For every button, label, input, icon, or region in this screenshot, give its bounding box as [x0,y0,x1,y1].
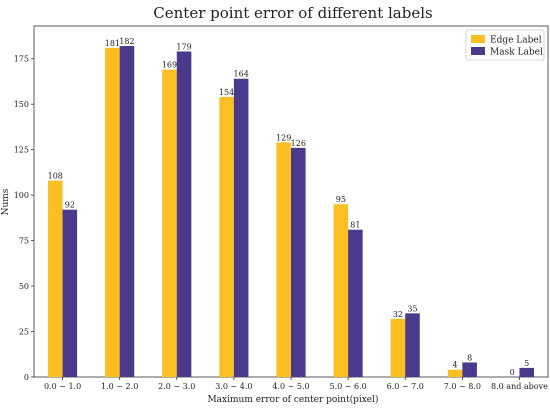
bar-edge [276,142,291,377]
bar-mask [348,229,363,377]
data-label: 154 [219,88,234,97]
data-label: 81 [350,221,360,230]
bar-edge [47,180,63,377]
data-label: 129 [276,133,291,142]
bar-mask [519,367,535,377]
data-label: 126 [291,139,306,148]
x-tick-label: 3.0 ~ 4.0 [215,382,252,391]
x-tick-label: 8.0 and above [491,382,548,391]
bar-edge [219,96,234,377]
legend: Edge Label Mask Label [465,29,545,61]
x-tick-label: 0.0 ~ 1.0 [44,382,81,391]
x-tick-label: 1.0 ~ 2.0 [101,382,138,391]
data-label: 181 [105,39,120,48]
y-tick-label: 100 [14,191,29,200]
x-tick-label: 7.0 ~ 8.0 [444,382,481,391]
x-tick-label: 5.0 ~ 6.0 [329,382,366,391]
data-label: 95 [336,195,346,204]
legend-label: Mask Label [490,48,543,58]
data-label: 108 [48,172,63,181]
bar-edge [390,318,406,377]
bar-mask [291,147,306,377]
y-tick-label: 125 [14,146,29,155]
legend-label: Edge Label [490,36,542,46]
bar-edge [105,47,120,378]
y-tick-label: 150 [14,100,29,109]
y-tick-label: 50 [19,282,29,291]
x-tick-label: 6.0 ~ 7.0 [387,382,424,391]
bar-mask [462,362,477,377]
y-tick-label: 25 [19,328,29,337]
data-label: 169 [162,61,177,70]
data-label: 8 [467,353,472,362]
data-label: 5 [524,359,529,368]
y-axis-label: Nums [1,188,11,215]
x-tick-label: 2.0 ~ 3.0 [158,382,195,391]
data-label: 35 [407,304,417,313]
y-tick-label: 175 [14,55,29,64]
legend-box [465,29,545,61]
data-label: 4 [453,361,458,370]
x-tick-label: 4.0 ~ 5.0 [272,382,309,391]
chart-title: Center point error of different labels [153,4,432,22]
y-tick-label: 75 [19,237,29,246]
bar-mask [405,313,420,377]
bar-mask [119,46,135,377]
y-tick-label: 0 [24,373,29,382]
bar-edge [333,204,349,377]
data-label: 32 [393,310,403,319]
bar-edge [162,69,177,377]
data-label: 164 [234,70,249,79]
x-axis-label: Maximum error of center point(pixel) [207,394,378,405]
legend-swatch [471,35,485,43]
bar-mask [62,209,78,377]
bar-mask [176,51,192,377]
data-label: 182 [119,37,134,46]
data-label: 92 [65,201,75,210]
bar-edge [447,369,463,377]
bar-mask [233,78,249,377]
data-label: 0 [510,368,515,377]
legend-swatch [471,47,485,55]
data-label: 179 [176,42,191,51]
